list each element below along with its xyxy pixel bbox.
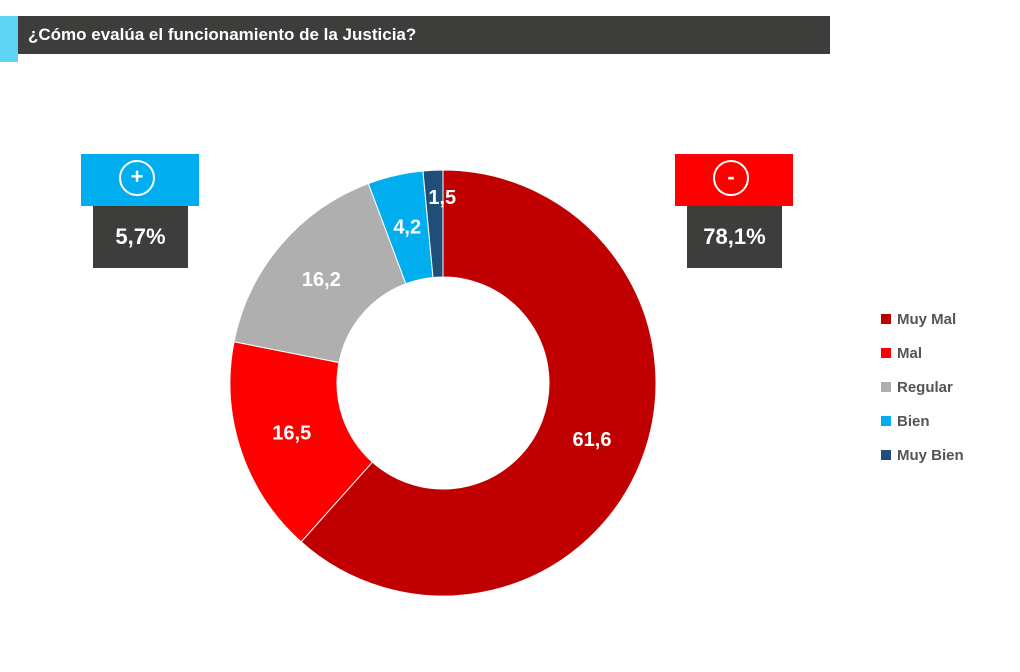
legend-item: Regular bbox=[881, 370, 964, 404]
legend-item: Muy Mal bbox=[881, 302, 964, 336]
title-accent bbox=[0, 16, 18, 62]
legend-item: Bien bbox=[881, 404, 964, 438]
slice-label-bien: 4,2 bbox=[393, 217, 421, 239]
legend-swatch bbox=[881, 450, 891, 460]
legend-item: Mal bbox=[881, 336, 964, 370]
slice-label-regular: 16,2 bbox=[302, 269, 341, 291]
negative-badge-header: - bbox=[675, 154, 793, 206]
chart-title: ¿Cómo evalúa el funcionamiento de la Jus… bbox=[18, 16, 830, 54]
negative-total-value: 78,1% bbox=[687, 206, 782, 268]
slice-label-mal: 16,5 bbox=[272, 423, 311, 445]
legend-item: Muy Bien bbox=[881, 438, 964, 472]
legend-label: Muy Bien bbox=[897, 446, 964, 464]
chart-legend: Muy Mal Mal Regular Bien Muy Bien bbox=[881, 302, 964, 472]
legend-swatch bbox=[881, 314, 891, 324]
legend-label: Bien bbox=[897, 412, 930, 430]
legend-label: Regular bbox=[897, 378, 953, 396]
plus-circle-icon: + bbox=[119, 160, 155, 196]
donut-slice-regular bbox=[233, 182, 407, 364]
positive-badge-header: + bbox=[81, 154, 199, 206]
donut-slice-muy-mal bbox=[300, 169, 657, 597]
slice-label-muy-mal: 61,6 bbox=[573, 429, 612, 451]
positive-total-value: 5,7% bbox=[93, 206, 188, 268]
legend-swatch bbox=[881, 348, 891, 358]
legend-swatch bbox=[881, 416, 891, 426]
slice-label-muy-bien: 1,5 bbox=[428, 187, 456, 209]
donut-slice-muy-bien bbox=[422, 169, 444, 279]
legend-swatch bbox=[881, 382, 891, 392]
legend-label: Mal bbox=[897, 344, 923, 362]
legend-label: Muy Mal bbox=[897, 310, 957, 328]
minus-circle-icon: - bbox=[713, 160, 749, 196]
donut-slice-mal bbox=[229, 341, 374, 543]
